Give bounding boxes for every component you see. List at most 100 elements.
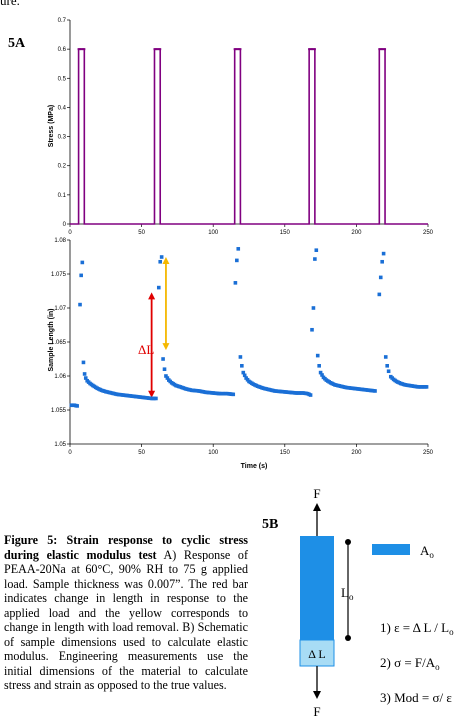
length-y-tick-label: 1.075 <box>51 272 67 278</box>
length-data-point <box>383 355 388 359</box>
length-data-point <box>381 251 386 256</box>
stress-data-point <box>83 48 86 51</box>
stress-data-point <box>236 48 239 51</box>
stress-data-point <box>239 48 242 51</box>
length-data-point <box>254 383 258 388</box>
length-data-point <box>245 377 250 382</box>
stress-data-point <box>308 48 311 51</box>
stress-data-point <box>309 48 312 51</box>
length-data-point <box>318 370 323 375</box>
stress-y-tick-label: 0.7 <box>58 18 67 24</box>
length-data-point <box>152 396 157 401</box>
stress-data-point <box>154 48 157 51</box>
yellow-recovery-bar-arrowhead-top-icon <box>162 257 170 264</box>
length-data-point <box>307 392 311 397</box>
length-data-point <box>81 360 86 365</box>
yellow-recovery-bar-arrowhead-bottom-icon <box>162 343 170 351</box>
stress-data-point <box>311 48 314 51</box>
length-y-tick-label: 1.065 <box>51 340 67 346</box>
length-y-tick-label: 1.05 <box>54 442 66 448</box>
length-data-point <box>314 248 319 252</box>
length-data-point <box>380 259 384 264</box>
stress-x-tick-label: 200 <box>351 230 362 236</box>
length-data-point <box>202 390 207 394</box>
length-data-point <box>236 247 241 251</box>
length-data-point <box>285 390 290 394</box>
equation-2-sub: o <box>435 662 440 672</box>
length-data-point <box>71 403 75 408</box>
stress-y-tick-label: 0.4 <box>58 105 67 111</box>
length-data-point <box>242 373 247 378</box>
length-data-point <box>114 392 118 396</box>
length-x-tick-label: 50 <box>138 450 145 456</box>
stress-data-point <box>235 48 238 51</box>
length-data-point <box>224 391 228 396</box>
length-data-point <box>323 376 327 381</box>
length-x-tick-label: 250 <box>423 450 434 456</box>
length-dimension-bottom-dot <box>345 635 351 641</box>
length-data-point <box>371 388 376 393</box>
panel-label-b: 5B <box>262 517 279 532</box>
length-data-point <box>317 364 321 368</box>
length-data-point <box>93 385 98 390</box>
length-data-point <box>158 259 163 264</box>
length-data-point <box>119 393 124 397</box>
stress-data-point <box>384 48 387 51</box>
length-data-point <box>419 385 423 389</box>
length-x-tick-label: 0 <box>68 450 72 456</box>
length-data-point <box>386 369 391 374</box>
length-data-point <box>148 396 152 401</box>
stress-y-tick-label: 0.5 <box>58 76 67 82</box>
length-y-axis-label: Sample Length (in) <box>48 309 55 372</box>
length-data-point <box>250 381 254 386</box>
stress-data-point <box>79 48 82 51</box>
length-data-point <box>241 370 246 375</box>
length-data-point <box>304 391 309 396</box>
stress-data-point <box>382 48 385 51</box>
length-data-point <box>233 281 238 285</box>
length-data-point <box>209 391 214 395</box>
length-data-point <box>177 384 181 389</box>
force-top-label: F <box>313 486 320 501</box>
time-x-axis-label: Time (s) <box>241 463 268 470</box>
length-data-point <box>300 391 304 395</box>
caption-title: Figure 5: Strain response to cyclic stre… <box>4 533 248 562</box>
stress-x-tick-label: 150 <box>280 230 291 236</box>
length-data-point <box>310 327 314 332</box>
length-data-point <box>86 380 91 384</box>
length-data-point <box>348 386 353 390</box>
stress-data-point <box>77 48 80 51</box>
area-label-main: A <box>420 543 430 558</box>
length-dimension-top-dot <box>345 539 351 545</box>
length-data-point <box>265 387 270 392</box>
stress-data-point <box>381 48 384 51</box>
stress-x-tick-label: 50 <box>138 230 145 236</box>
caption-body: A) Response of PEAA-20Na at 60°C, 90% RH… <box>4 547 248 693</box>
stress-y-tick-label: 0.2 <box>58 164 67 170</box>
stress-data-point <box>156 48 159 51</box>
length-data-point <box>327 380 331 384</box>
stress-data-point <box>159 48 162 51</box>
length-data-point <box>406 383 410 388</box>
length-data-point <box>172 382 177 387</box>
length-x-tick-label: 150 <box>280 450 291 456</box>
stress-data-point <box>379 48 382 51</box>
equation-2-main: 2) σ = F/A <box>380 655 436 670</box>
sample-bar <box>300 536 334 640</box>
stress-chart: 0 50 100 150 200 250 0 0.1 0.2 0.3 0.4 0.5 0.6 0.7 St… <box>48 18 434 236</box>
stress-data-point <box>378 48 381 51</box>
force-top-arrowhead-icon <box>313 503 321 511</box>
length-y-tick-label: 1.08 <box>54 238 66 244</box>
length-data-point <box>159 255 164 259</box>
length-label-sub: o <box>349 592 354 602</box>
length-data-point <box>125 393 130 398</box>
stress-x-tick-label: 100 <box>208 230 219 236</box>
force-bottom-arrowhead-icon <box>313 691 321 699</box>
red-delta-bar-arrowhead-bottom-icon <box>148 390 156 398</box>
length-data-point <box>393 378 397 383</box>
length-data-point <box>78 302 82 307</box>
length-data-point <box>278 389 283 394</box>
length-x-tick-label: 100 <box>208 450 219 456</box>
length-data-point <box>82 372 87 376</box>
length-data-point <box>293 391 297 395</box>
